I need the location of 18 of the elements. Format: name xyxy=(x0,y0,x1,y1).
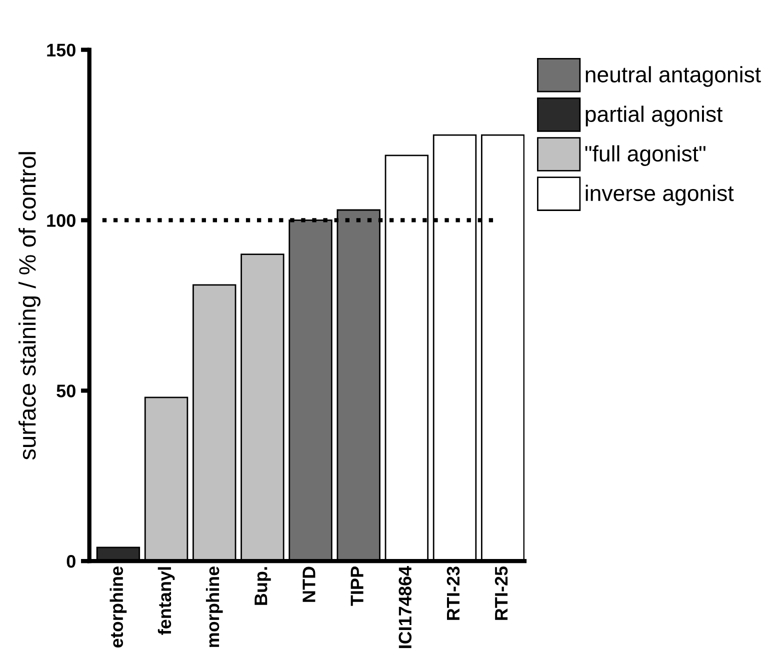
y-axis-title: surface staining / % of control xyxy=(18,152,40,460)
legend-label: "full agonist" xyxy=(585,145,706,166)
y-tick-label: 150 xyxy=(47,44,76,57)
x-tick-label: ICI174864 xyxy=(398,566,412,648)
legend-label: inverse agonist xyxy=(586,184,734,206)
x-tick-label: fentanyl xyxy=(158,567,175,635)
y-tick-label: 50 xyxy=(56,384,76,398)
x-tick-label: etorphine xyxy=(110,566,127,648)
legend-label: neutral antagonist xyxy=(586,66,761,87)
x-tick-label: TIPP xyxy=(350,566,364,606)
x-tick-label: RTI-25 xyxy=(494,566,508,620)
x-tick-label: NTD xyxy=(302,566,316,602)
legend-label: partial agonist xyxy=(586,106,723,126)
x-tick-label: Bup. xyxy=(254,567,271,605)
x-tick-label: morphine xyxy=(206,566,223,647)
x-tick-label: RTI-23 xyxy=(446,566,460,620)
y-tick-label: 0 xyxy=(66,555,76,568)
y-tick-label: 100 xyxy=(47,214,76,227)
